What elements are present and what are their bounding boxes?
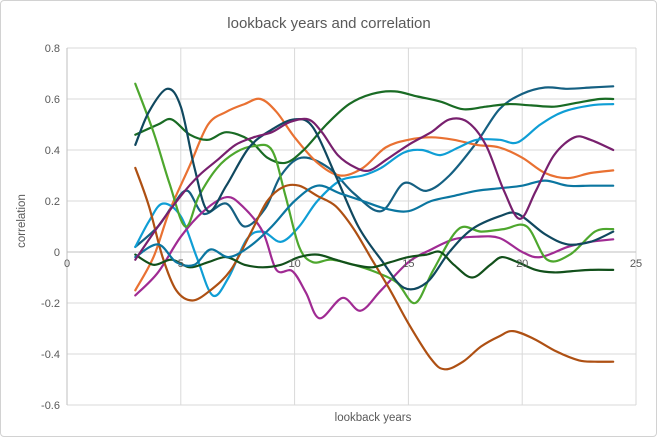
y-tick-label: 0.2 [45, 196, 60, 208]
series-7-line[interactable] [134, 87, 615, 291]
tick-labels: 0.8 0.6 0.4 0.2 0 -0.2 -0.4 -0.6 0 5 10 15 20 25 [41, 43, 642, 412]
y-tick-label: 0.4 [45, 145, 60, 157]
series-10-line[interactable] [134, 179, 615, 267]
x-tick-label: 10 [288, 258, 300, 270]
y-tick-label: -0.6 [41, 400, 60, 412]
series-lines [134, 82, 615, 371]
chart-title[interactable]: lookback years and correlation [227, 15, 430, 32]
series-3-line[interactable] [134, 90, 615, 165]
x-axis-title[interactable]: lookback years [335, 412, 412, 424]
series-1-line[interactable] [134, 85, 615, 248]
x-tick-label: 0 [64, 258, 70, 270]
y-tick-label: 0.6 [45, 94, 60, 106]
series-5-line[interactable] [134, 195, 615, 320]
series-9-line[interactable] [134, 250, 615, 279]
series-11-line[interactable] [134, 117, 615, 261]
x-tick-label: 15 [402, 258, 414, 270]
x-tick-label: 5 [178, 258, 184, 270]
y-tick-label: 0.8 [45, 43, 60, 55]
series-2-line[interactable] [134, 97, 615, 292]
y-axis-title[interactable]: correlation [16, 194, 28, 248]
x-tick-label: 25 [630, 258, 642, 270]
series-8-line[interactable] [134, 166, 615, 371]
y-tick-label: -0.2 [41, 298, 60, 310]
x-tick-label: 20 [516, 258, 528, 270]
y-tick-label: -0.4 [41, 349, 60, 361]
y-tick-label: 0 [54, 247, 60, 259]
